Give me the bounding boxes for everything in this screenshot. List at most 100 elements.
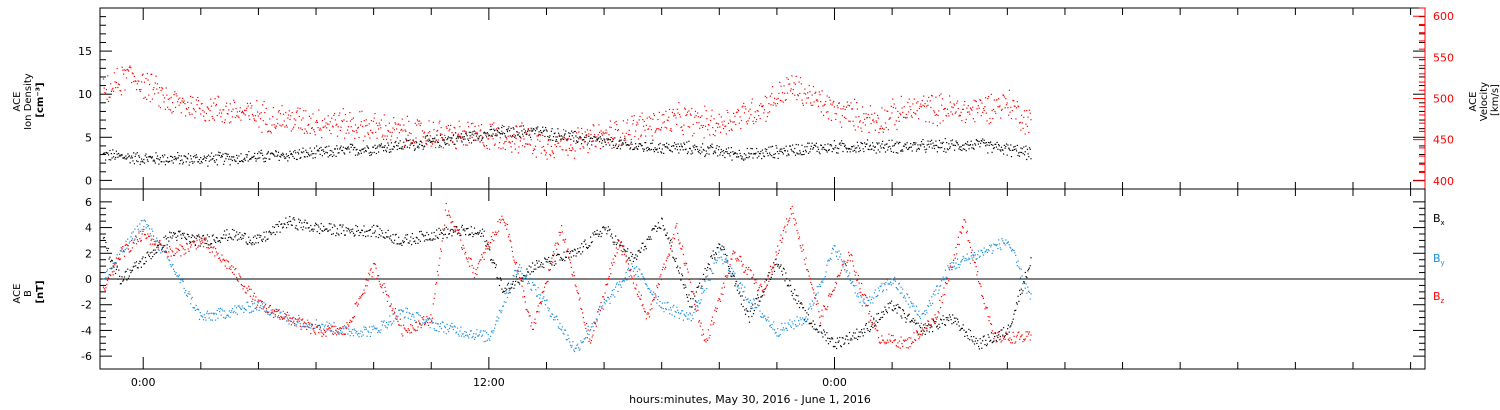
top-data-point (781, 148, 783, 150)
bottom-data-point (738, 287, 740, 289)
bottom-data-point (439, 233, 441, 235)
top-data-point (774, 103, 776, 105)
top-data-point (327, 115, 329, 117)
top-data-point (442, 139, 444, 141)
bottom-data-point (478, 334, 480, 336)
bottom-data-point (203, 314, 205, 316)
top-data-point (292, 128, 294, 130)
bottom-data-point (795, 294, 797, 296)
top-data-point (198, 159, 200, 161)
bottom-data-point (556, 315, 558, 317)
bottom-data-point (953, 262, 955, 264)
top-data-point (620, 139, 622, 141)
top-data-point (311, 127, 313, 129)
bottom-data-point (761, 295, 763, 297)
bottom-data-point (824, 334, 826, 336)
top-data-point (982, 111, 984, 113)
top-data-point (1018, 106, 1020, 108)
top-data-point (676, 108, 678, 110)
top-data-point (262, 120, 264, 122)
bottom-data-point (495, 320, 497, 322)
bottom-data-point (415, 236, 417, 238)
bottom-data-point (319, 326, 321, 328)
bottom-data-point (402, 240, 404, 242)
bottom-data-point (644, 246, 646, 248)
bottom-data-point (589, 330, 591, 332)
bottom-data-point (640, 279, 642, 281)
bottom-data-point (528, 282, 530, 284)
bottom-data-point (969, 262, 972, 264)
bottom-data-point (679, 313, 681, 315)
top-data-point (160, 161, 162, 163)
top-data-point (565, 149, 567, 151)
bottom-data-point (667, 301, 669, 303)
top-data-point (420, 140, 422, 142)
bottom-data-point (276, 310, 278, 312)
top-data-point (366, 145, 368, 147)
top-data-point (305, 149, 307, 151)
bottom-data-point (756, 298, 758, 300)
bottom-data-point (414, 319, 416, 322)
bottom-data-point (240, 308, 242, 310)
top-data-point (360, 150, 362, 152)
bottom-data-point (186, 295, 188, 297)
bottom-data-point (305, 227, 307, 229)
bottom-data-point (384, 237, 386, 239)
top-data-point (882, 147, 884, 149)
bottom-data-point (318, 226, 320, 228)
bottom-data-point (304, 322, 306, 324)
top-data-point (197, 97, 199, 99)
top-data-point (349, 151, 351, 153)
bottom-data-point (273, 311, 276, 313)
top-data-point (331, 125, 334, 127)
top-data-point (827, 111, 829, 113)
top-data-point (311, 127, 313, 129)
top-data-point (128, 155, 130, 157)
bottom-data-point (622, 280, 624, 282)
top-data-point (407, 140, 409, 142)
top-data-point (625, 144, 627, 146)
top-data-point (316, 121, 318, 123)
top-data-point (815, 99, 817, 101)
bottom-data-point (711, 272, 713, 274)
bottom-data-point (691, 314, 693, 316)
top-data-point (653, 113, 655, 115)
bottom-data-point (727, 265, 730, 268)
bottom-data-point (747, 298, 749, 300)
bottom-data-point (198, 309, 200, 311)
top-data-point (488, 148, 491, 150)
bottom-data-point (701, 285, 703, 287)
bottom-data-point (662, 308, 664, 310)
bottom-data-point (180, 234, 182, 236)
top-data-point (804, 88, 806, 90)
bottom-data-point (470, 226, 472, 228)
top-data-point (753, 117, 756, 119)
bottom-data-point (303, 326, 305, 328)
top-data-point (986, 120, 988, 122)
bottom-data-point (570, 256, 572, 258)
top-data-point (849, 151, 851, 153)
top-data-point (897, 152, 899, 154)
top-data-point (665, 110, 667, 112)
top-data-point (788, 83, 790, 85)
top-data-point (876, 121, 878, 123)
bottom-data-point (751, 315, 753, 318)
bottom-data-point (431, 232, 433, 234)
bottom-data-point (705, 276, 707, 278)
top-data-point (947, 113, 949, 115)
bottom-data-point (848, 274, 850, 277)
bottom-data-point (709, 279, 711, 281)
bottom-data-point (336, 330, 338, 332)
top-data-point (347, 129, 349, 131)
bottom-data-point (932, 331, 934, 333)
bottom-data-point (332, 331, 334, 333)
top-data-point (311, 150, 313, 152)
bottom-data-point (352, 329, 354, 331)
top-data-point (681, 145, 683, 147)
bottom-data-point (792, 292, 794, 294)
top-data-point (538, 131, 540, 133)
top-data-point (476, 133, 478, 135)
top-data-point (734, 115, 736, 117)
bottom-data-point (220, 237, 222, 239)
top-data-point (567, 154, 569, 156)
